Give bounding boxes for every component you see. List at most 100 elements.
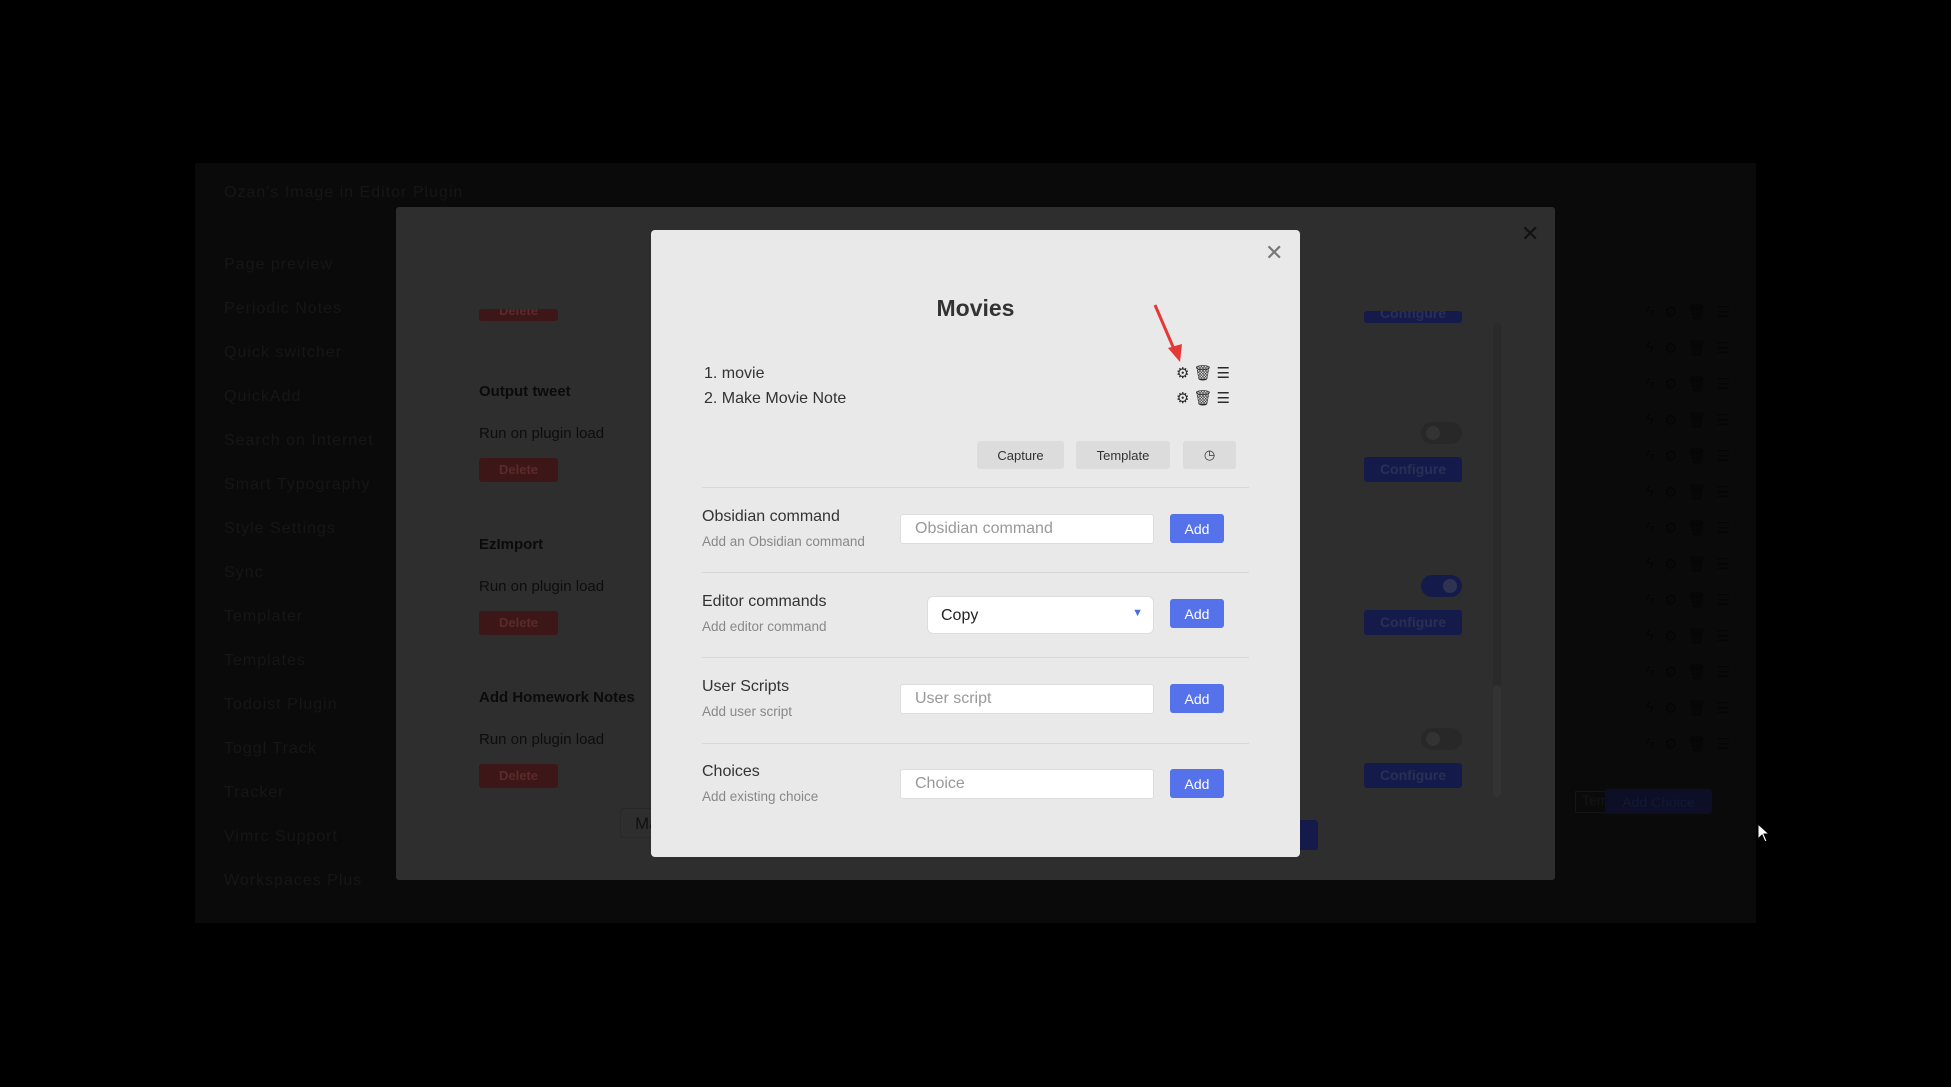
editor-command-select[interactable]: Copy ▼ — [927, 596, 1154, 634]
close-icon[interactable]: ✕ — [1265, 240, 1284, 265]
trash-icon[interactable]: 🗑 — [1687, 736, 1707, 753]
drag-handle-icon[interactable]: ☰ — [1716, 484, 1730, 501]
add-obsidian-command-button[interactable]: Add — [1170, 514, 1224, 543]
trash-icon[interactable]: 🗑 — [1687, 592, 1707, 609]
capture-button[interactable]: Capture — [977, 441, 1064, 469]
configure-button[interactable]: Configure — [1364, 763, 1462, 788]
lightning-icon[interactable]: ϟ — [1646, 375, 1654, 392]
configure-button[interactable]: Configure — [1364, 311, 1462, 323]
sidebar-item[interactable]: Ozan's Image in Editor Plugin — [224, 184, 464, 201]
gear-icon[interactable]: ⚙ — [1663, 340, 1678, 357]
gear-icon[interactable]: ⚙ — [1663, 484, 1678, 501]
gear-icon[interactable]: ⚙ — [1663, 556, 1678, 573]
drag-handle-icon[interactable]: ☰ — [1716, 340, 1730, 357]
sidebar-item[interactable]: Search on Internet — [224, 432, 374, 449]
sidebar-item[interactable]: Vimrc Support — [224, 828, 339, 845]
delete-button[interactable]: Delete — [479, 611, 558, 635]
trash-icon[interactable]: 🗑 — [1687, 484, 1707, 501]
gear-icon[interactable]: ⚙ — [1663, 520, 1678, 537]
lightning-icon[interactable]: ϟ — [1646, 483, 1654, 500]
sidebar-item[interactable]: QuickAdd — [224, 388, 302, 405]
drag-handle-icon[interactable]: ☰ — [1716, 628, 1730, 645]
trash-icon[interactable]: 🗑 — [1193, 390, 1213, 407]
run-on-load-toggle[interactable] — [1421, 575, 1462, 597]
delete-button[interactable]: Delete — [479, 309, 558, 321]
lightning-icon[interactable]: ϟ — [1646, 591, 1654, 608]
add-choice-button[interactable]: Add Choice — [1605, 789, 1712, 814]
drag-handle-icon[interactable]: ☰ — [1716, 520, 1730, 537]
trash-icon[interactable]: 🗑 — [1687, 304, 1707, 321]
lightning-icon[interactable]: ϟ — [1646, 627, 1654, 644]
gear-icon[interactable]: ⚙ — [1176, 365, 1190, 382]
trash-icon[interactable]: 🗑 — [1687, 520, 1707, 537]
template-button[interactable]: Template — [1076, 441, 1170, 469]
lightning-icon[interactable]: ϟ — [1646, 519, 1654, 536]
trash-icon[interactable]: 🗑 — [1687, 376, 1707, 393]
drag-handle-icon[interactable]: ☰ — [1716, 664, 1730, 681]
gear-icon[interactable]: ⚙ — [1663, 736, 1678, 753]
gear-icon[interactable]: ⚙ — [1663, 376, 1678, 393]
drag-handle-icon[interactable]: ☰ — [1716, 592, 1730, 609]
delete-button[interactable]: Delete — [479, 458, 558, 482]
drag-handle-icon[interactable]: ☰ — [1716, 304, 1730, 321]
drag-handle-icon[interactable]: ☰ — [1216, 390, 1230, 407]
gear-icon[interactable]: ⚙ — [1663, 412, 1678, 429]
trash-icon[interactable]: 🗑 — [1687, 340, 1707, 357]
macro-close-icon[interactable]: ✕ — [1521, 221, 1540, 246]
add-editor-command-button[interactable]: Add — [1170, 599, 1224, 628]
configure-button[interactable]: Configure — [1364, 610, 1462, 635]
trash-icon[interactable]: 🗑 — [1687, 556, 1707, 573]
sidebar-item[interactable]: Workspaces Plus — [224, 872, 363, 889]
gear-icon[interactable]: ⚙ — [1663, 592, 1678, 609]
sidebar-item[interactable]: Toggl Track — [224, 740, 317, 757]
lightning-icon[interactable]: ϟ — [1646, 555, 1654, 572]
sidebar-item[interactable]: Quick switcher — [224, 344, 343, 361]
sidebar-item[interactable]: Page preview — [224, 256, 333, 273]
lightning-icon[interactable]: ϟ — [1646, 735, 1654, 752]
run-on-load-toggle[interactable] — [1421, 422, 1462, 444]
gear-icon[interactable]: ⚙ — [1176, 390, 1190, 407]
drag-handle-icon[interactable]: ☰ — [1716, 556, 1730, 573]
delete-button[interactable]: Delete — [479, 764, 558, 788]
scrollbar[interactable] — [1493, 323, 1501, 797]
gear-icon[interactable]: ⚙ — [1663, 628, 1678, 645]
sidebar-item[interactable]: Sync — [224, 564, 264, 581]
lightning-icon[interactable]: ϟ — [1646, 447, 1654, 464]
trash-icon[interactable]: 🗑 — [1687, 628, 1707, 645]
drag-handle-icon[interactable]: ☰ — [1216, 365, 1230, 382]
add-user-script-button[interactable]: Add — [1170, 684, 1224, 713]
run-on-load-toggle[interactable] — [1421, 728, 1462, 750]
obsidian-command-input[interactable] — [900, 514, 1154, 544]
lightning-icon[interactable]: ϟ — [1646, 303, 1654, 320]
gear-icon[interactable]: ⚙ — [1663, 664, 1678, 681]
add-choice-to-macro-button[interactable]: Add — [1170, 769, 1224, 798]
wait-button[interactable]: ◷ — [1183, 441, 1236, 469]
lightning-icon[interactable]: ϟ — [1646, 411, 1654, 428]
trash-icon[interactable]: 🗑 — [1687, 412, 1707, 429]
drag-handle-icon[interactable]: ☰ — [1716, 736, 1730, 753]
gear-icon[interactable]: ⚙ — [1663, 448, 1678, 465]
sidebar-item[interactable]: Periodic Notes — [224, 300, 343, 317]
sidebar-item[interactable]: Templater — [224, 608, 304, 625]
user-script-input[interactable] — [900, 684, 1154, 714]
lightning-icon[interactable]: ϟ — [1646, 699, 1654, 716]
sidebar-item[interactable]: Style Settings — [224, 520, 336, 537]
sidebar-item[interactable]: Tracker — [224, 784, 285, 801]
drag-handle-icon[interactable]: ☰ — [1716, 448, 1730, 465]
drag-handle-icon[interactable]: ☰ — [1716, 700, 1730, 717]
trash-icon[interactable]: 🗑 — [1193, 365, 1213, 382]
drag-handle-icon[interactable]: ☰ — [1716, 412, 1730, 429]
gear-icon[interactable]: ⚙ — [1663, 700, 1678, 717]
configure-button[interactable]: Configure — [1364, 457, 1462, 482]
lightning-icon[interactable]: ϟ — [1646, 663, 1654, 680]
macro-save-button[interactable] — [1296, 820, 1318, 850]
lightning-icon[interactable]: ϟ — [1646, 339, 1654, 356]
gear-icon[interactable]: ⚙ — [1663, 304, 1678, 321]
sidebar-item[interactable]: Templates — [224, 652, 306, 669]
trash-icon[interactable]: 🗑 — [1687, 664, 1707, 681]
drag-handle-icon[interactable]: ☰ — [1716, 376, 1730, 393]
sidebar-item[interactable]: Todoist Plugin — [224, 696, 338, 713]
trash-icon[interactable]: 🗑 — [1687, 448, 1707, 465]
sidebar-item[interactable]: Smart Typography — [224, 476, 371, 493]
trash-icon[interactable]: 🗑 — [1687, 700, 1707, 717]
